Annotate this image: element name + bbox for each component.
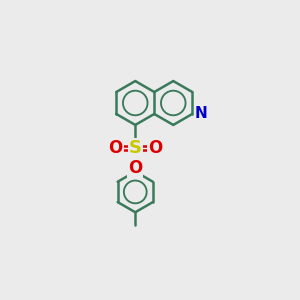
Text: O: O xyxy=(109,139,123,157)
Text: O: O xyxy=(128,159,142,177)
Text: N: N xyxy=(195,106,208,122)
Text: O: O xyxy=(148,139,162,157)
Text: S: S xyxy=(129,139,142,157)
